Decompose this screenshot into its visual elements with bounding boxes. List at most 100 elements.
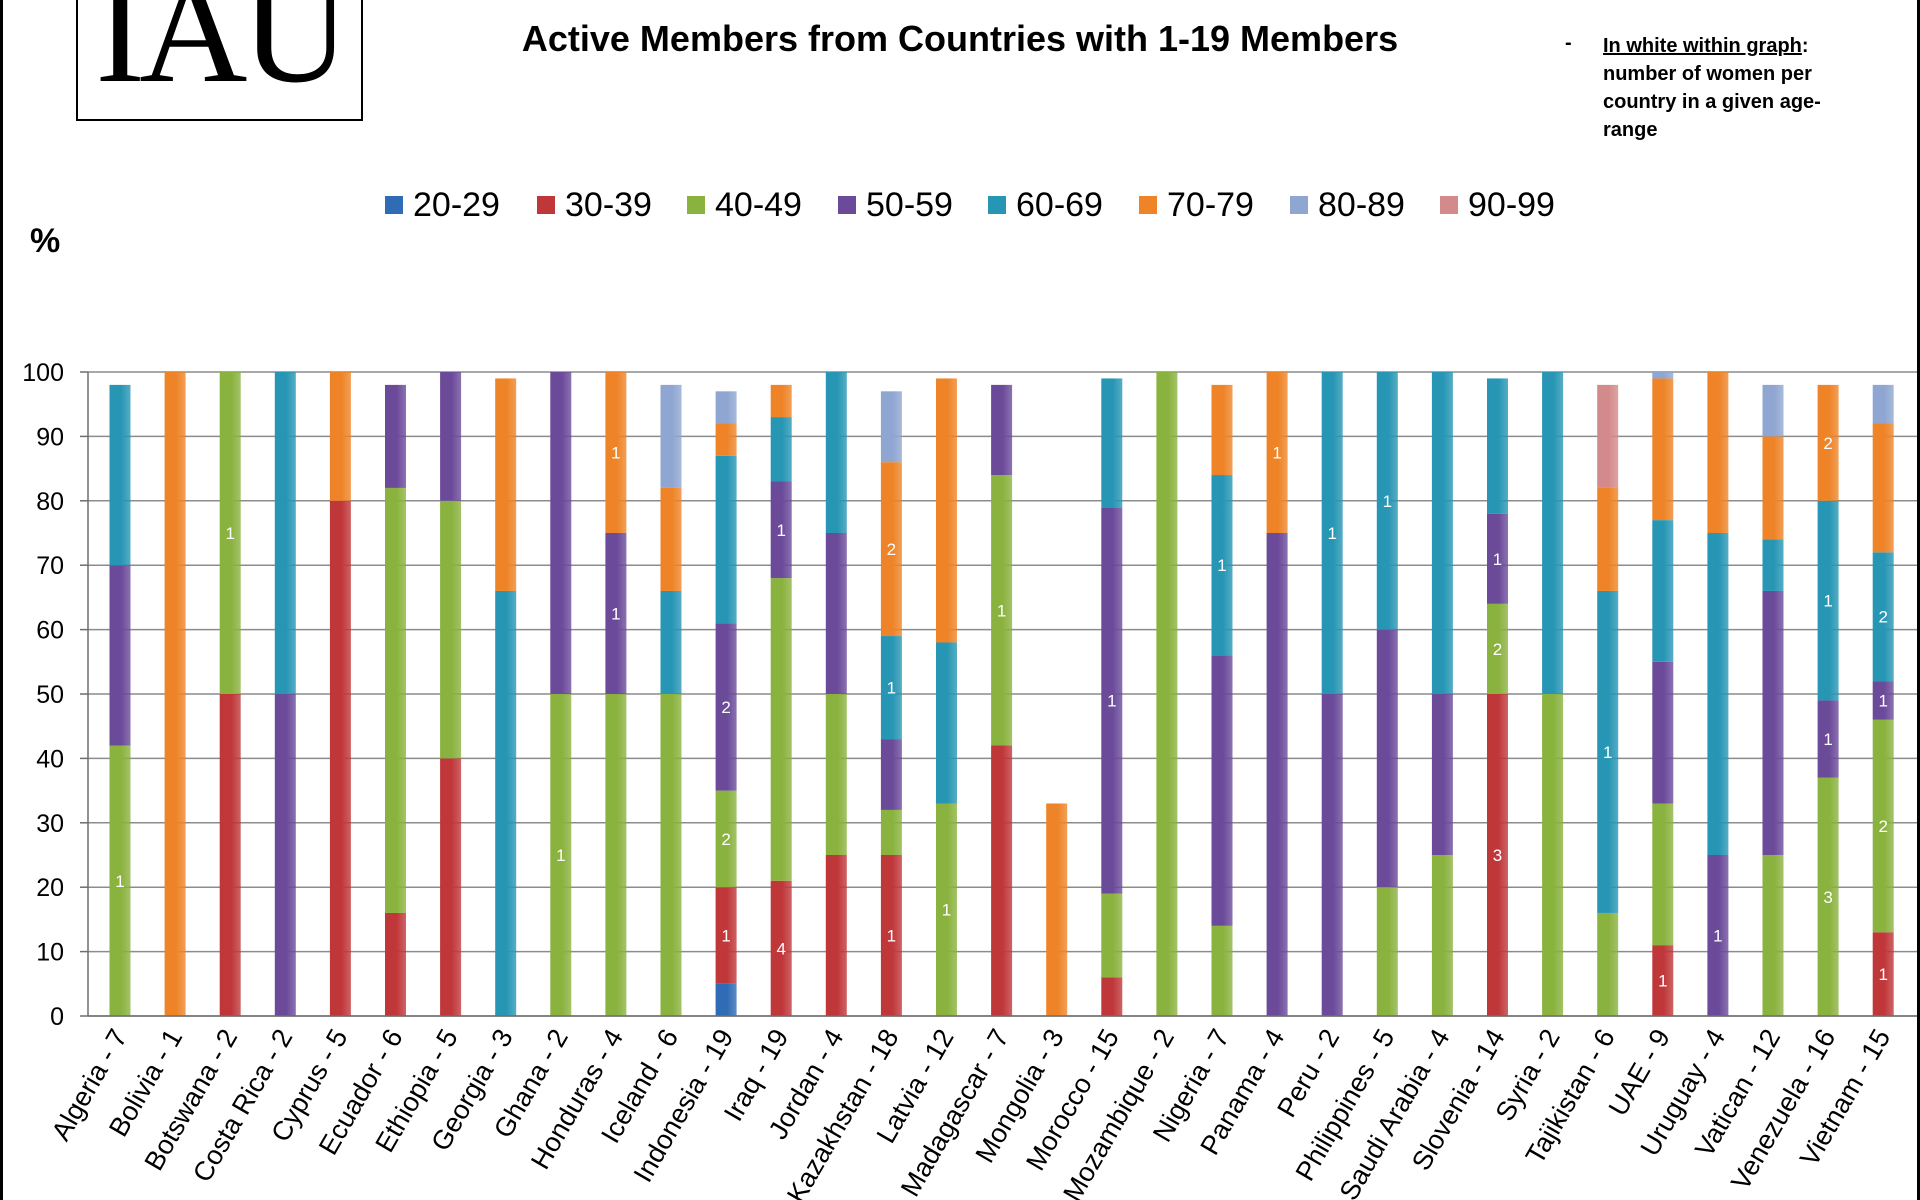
bar-segment <box>1762 590 1784 855</box>
women-count-label: 2 <box>721 830 730 849</box>
chart-title: Active Members from Countries with 1-19 … <box>521 18 1399 59</box>
y-tick-label: 90 <box>36 423 64 451</box>
bar-segment <box>825 694 847 855</box>
women-count-label: 1 <box>1823 592 1832 611</box>
women-count-label: 1 <box>1823 730 1832 749</box>
bar-segment <box>660 590 682 694</box>
women-count-label: 2 <box>1878 817 1887 836</box>
bar-segment <box>274 372 296 694</box>
bar-segment <box>1487 513 1508 604</box>
bar-segment <box>1211 925 1233 1016</box>
women-count-label: 1 <box>1493 550 1502 569</box>
bar-segment <box>1487 694 1508 1016</box>
women-count-label: 1 <box>1383 492 1392 511</box>
note-body: : number of women per country in a given… <box>1603 35 1821 141</box>
bar-segment <box>605 372 627 533</box>
y-tick-label: 30 <box>36 810 64 838</box>
legend-item: 60-69 <box>988 185 1103 225</box>
women-count-label: 2 <box>721 698 730 717</box>
legend-item: 90-99 <box>1440 185 1555 225</box>
bar-segment <box>770 578 792 881</box>
women-count-label: 2 <box>1493 640 1502 659</box>
bar-segment <box>164 372 186 1016</box>
bar-segment <box>880 391 902 463</box>
women-count-label: 1 <box>225 524 234 543</box>
bar-segment <box>1872 552 1894 682</box>
bar-segment <box>1597 487 1619 591</box>
women-count-label: 2 <box>1878 608 1887 627</box>
bar-segment <box>715 391 737 424</box>
bar-segment <box>1376 887 1398 1016</box>
y-tick-label: 10 <box>36 939 64 967</box>
bar-segment <box>1817 500 1839 701</box>
bar-segment <box>660 384 682 488</box>
bar-segment <box>605 533 627 694</box>
bar-segment <box>1872 719 1894 933</box>
legend-swatch <box>1139 196 1157 214</box>
legend-swatch <box>1290 196 1308 214</box>
bar-segment <box>605 694 627 1016</box>
bar-segment <box>770 880 792 1016</box>
bar-segment <box>495 590 517 1016</box>
women-count-label: 1 <box>611 605 620 624</box>
bar-segment <box>385 487 406 913</box>
bar-segment <box>274 694 296 1016</box>
women-count-label: 1 <box>1327 524 1336 543</box>
bar-segment <box>1652 945 1674 1016</box>
bar-segment <box>1652 803 1674 946</box>
bar-segment <box>329 372 351 501</box>
legend-label: 60-69 <box>1016 185 1103 224</box>
bar-segment <box>715 790 737 888</box>
women-count-label: 1 <box>611 444 620 463</box>
bar-segment <box>880 809 902 855</box>
bar-segment <box>1652 378 1674 521</box>
legend-label: 30-39 <box>565 185 652 224</box>
note-bullet: - <box>1565 32 1572 54</box>
bar-segment <box>715 887 737 984</box>
bar-segment <box>1762 436 1784 540</box>
y-tick-label: 20 <box>36 874 64 902</box>
legend-item: 40-49 <box>687 185 802 225</box>
frame-right-border <box>1917 0 1920 1200</box>
logo-lettering: IAU <box>95 0 350 114</box>
y-tick-label: 60 <box>36 617 64 645</box>
bar-segment <box>1762 539 1784 591</box>
women-count-label: 1 <box>1878 965 1887 984</box>
bar-segment <box>1817 777 1839 1016</box>
legend-item: 20-29 <box>385 185 500 225</box>
women-count-label: 1 <box>1272 444 1281 463</box>
bar-segment <box>715 983 737 1016</box>
bar-segment <box>1046 803 1068 1016</box>
women-count-label: 1 <box>556 846 565 865</box>
bar-segment <box>1321 372 1343 694</box>
legend-item: 30-39 <box>537 185 652 225</box>
bar-segment <box>550 372 572 694</box>
bar-segment <box>1707 533 1729 855</box>
bar-segment <box>770 417 792 482</box>
bar-segment <box>880 462 902 637</box>
legend-swatch <box>838 196 856 214</box>
bar-segment <box>1431 372 1453 694</box>
bar-segment <box>1872 681 1894 720</box>
bar-segment <box>495 378 517 591</box>
women-count-label: 1 <box>1713 927 1722 946</box>
women-count-label: 2 <box>1823 434 1832 453</box>
bar-segment <box>880 636 902 740</box>
bar-segment <box>715 623 737 791</box>
bar-segment <box>825 372 847 533</box>
bar-segment <box>1431 855 1453 1016</box>
bar-segment <box>1211 655 1233 926</box>
bar-segment <box>1652 372 1674 379</box>
women-count-label: 1 <box>1107 691 1116 710</box>
bar-segment <box>770 481 792 579</box>
legend-swatch <box>988 196 1006 214</box>
bar-segment <box>770 384 792 418</box>
bar-segment <box>1211 475 1233 656</box>
bar-segment <box>550 694 572 1016</box>
bar-segment <box>715 423 737 456</box>
note-text: In white within graph: number of women p… <box>1603 32 1873 144</box>
bar-segment <box>991 475 1013 746</box>
legend-swatch <box>385 196 403 214</box>
bar-segment <box>880 855 902 1016</box>
women-count-label: 1 <box>942 901 951 920</box>
